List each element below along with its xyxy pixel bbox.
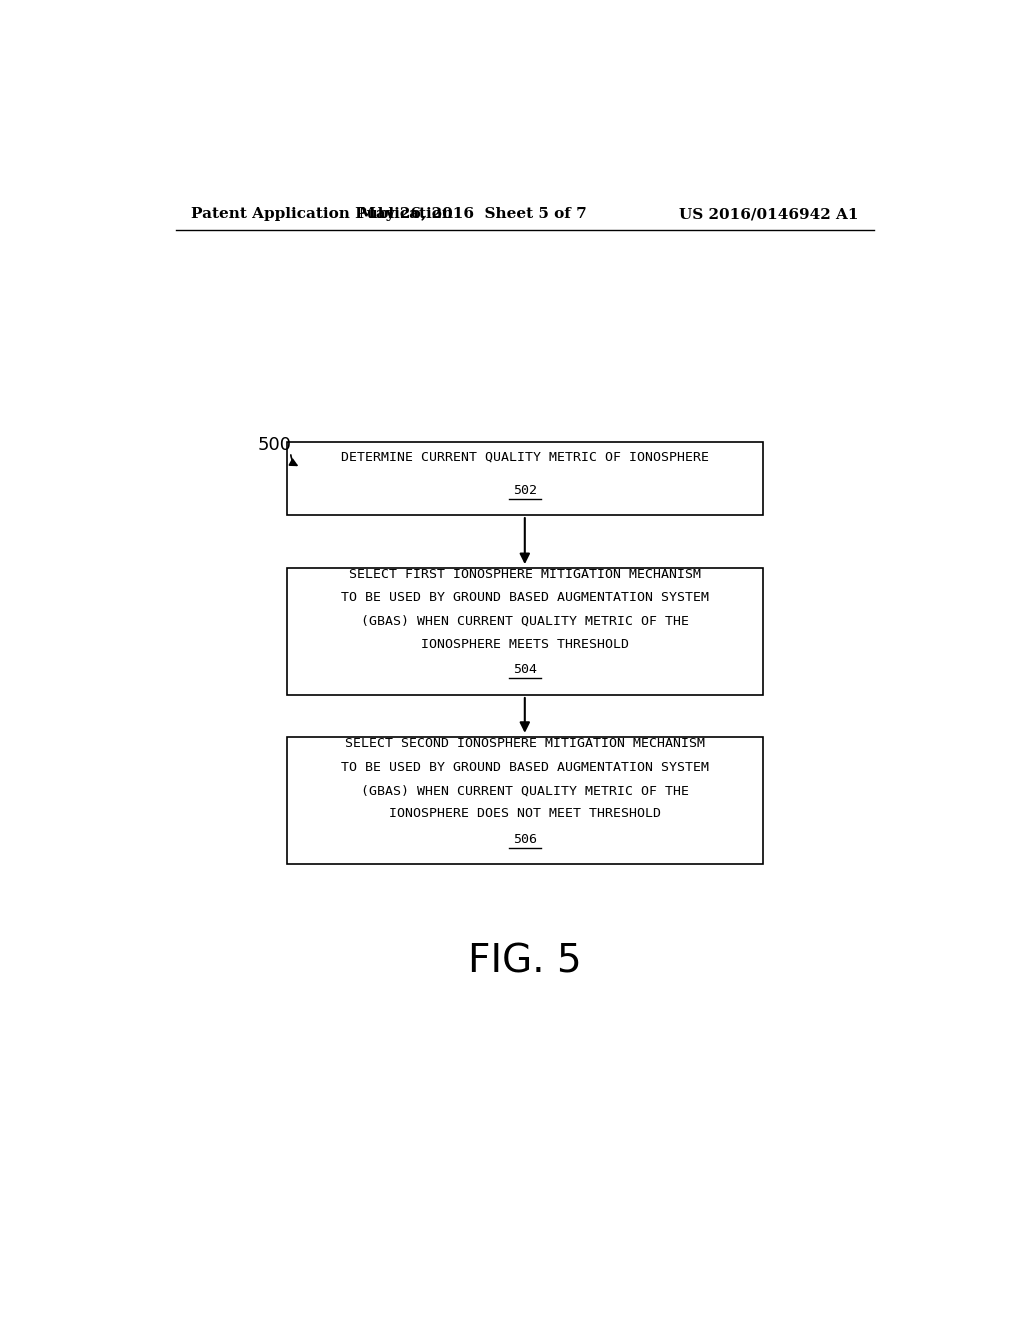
FancyArrowPatch shape — [290, 455, 297, 466]
Text: DETERMINE CURRENT QUALITY METRIC OF IONOSPHERE: DETERMINE CURRENT QUALITY METRIC OF IONO… — [341, 450, 709, 463]
Text: (GBAS) WHEN CURRENT QUALITY METRIC OF THE: (GBAS) WHEN CURRENT QUALITY METRIC OF TH… — [360, 784, 689, 797]
Text: 502: 502 — [513, 484, 537, 496]
Bar — [287, 442, 763, 515]
Text: Patent Application Publication: Patent Application Publication — [191, 207, 454, 222]
Text: IONOSPHERE DOES NOT MEET THRESHOLD: IONOSPHERE DOES NOT MEET THRESHOLD — [389, 808, 660, 821]
Text: 504: 504 — [513, 663, 537, 676]
Text: TO BE USED BY GROUND BASED AUGMENTATION SYSTEM: TO BE USED BY GROUND BASED AUGMENTATION … — [341, 591, 709, 605]
Text: IONOSPHERE MEETS THRESHOLD: IONOSPHERE MEETS THRESHOLD — [421, 638, 629, 651]
Text: TO BE USED BY GROUND BASED AUGMENTATION SYSTEM: TO BE USED BY GROUND BASED AUGMENTATION … — [341, 760, 709, 774]
Text: SELECT SECOND IONOSPHERE MITIGATION MECHANISM: SELECT SECOND IONOSPHERE MITIGATION MECH… — [345, 738, 705, 750]
Text: May 26, 2016  Sheet 5 of 7: May 26, 2016 Sheet 5 of 7 — [359, 207, 587, 222]
Text: SELECT FIRST IONOSPHERE MITIGATION MECHANISM: SELECT FIRST IONOSPHERE MITIGATION MECHA… — [349, 568, 700, 581]
Text: FIG. 5: FIG. 5 — [468, 942, 582, 981]
Text: US 2016/0146942 A1: US 2016/0146942 A1 — [679, 207, 858, 222]
Bar — [287, 738, 763, 865]
Text: (GBAS) WHEN CURRENT QUALITY METRIC OF THE: (GBAS) WHEN CURRENT QUALITY METRIC OF TH… — [360, 614, 689, 627]
Bar — [287, 568, 763, 694]
Text: 500: 500 — [258, 436, 292, 454]
Text: 506: 506 — [513, 833, 537, 846]
